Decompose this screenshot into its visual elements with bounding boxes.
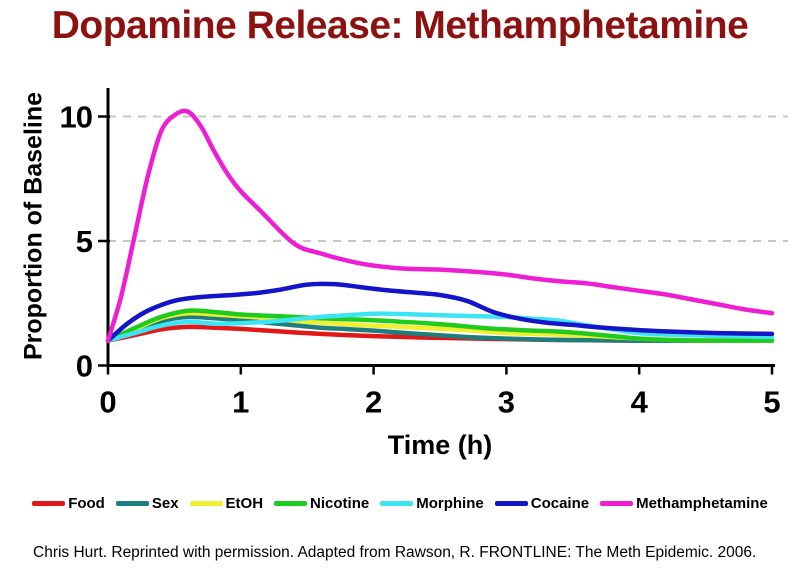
legend-swatch-etoh: [189, 500, 223, 506]
series-line-nicotine: [105, 308, 775, 343]
series-line-methamphetamine: [105, 108, 775, 343]
legend-swatch-morphine: [380, 500, 414, 506]
y-tick-label-0: 0: [76, 349, 92, 384]
x-tick-label-2: 2: [365, 385, 382, 420]
y-tick-label-5: 5: [76, 224, 93, 259]
legend: Food Sex EtOH Nicotine Morphine Cocaine Metham…: [0, 492, 800, 514]
x-tick-label-4: 4: [631, 385, 649, 420]
dopamine-release-chart: 0 5 10 0 1 2 3 4 5: [60, 88, 788, 420]
legend-swatch-sex: [115, 500, 149, 506]
legend-item-morphine: Morphine: [380, 495, 484, 512]
legend-swatch-food: [32, 500, 66, 506]
legend-label-cocaine: Cocaine: [530, 494, 590, 512]
legend-label-food: Food: [68, 494, 105, 512]
x-axis-label: Time (h): [387, 430, 493, 460]
legend-item-methamphetamine: Methamphetamine: [600, 495, 768, 512]
legend-item-nicotine: Nicotine: [274, 495, 369, 512]
page-title: Dopamine Release: Methamphetamine: [51, 4, 749, 47]
legend-label-nicotine: Nicotine: [310, 494, 370, 512]
legend-label-etoh: EtOH: [225, 494, 264, 512]
legend-swatch-cocaine: [494, 500, 528, 506]
x-tick-label-1: 1: [232, 385, 249, 420]
series-line-sex: [105, 314, 775, 343]
legend-item-food: Food: [32, 495, 105, 512]
y-tick-label-10: 10: [60, 100, 92, 135]
legend-label-methamphetamine: Methamphetamine: [636, 494, 768, 512]
legend-label-morphine: Morphine: [416, 494, 484, 512]
legend-label-sex: Sex: [151, 494, 179, 512]
legend-swatch-nicotine: [274, 500, 308, 506]
legend-item-cocaine: Cocaine: [494, 494, 590, 512]
series-line-cocaine: [105, 281, 775, 343]
legend-item-etoh: EtOH: [189, 494, 264, 512]
y-axis-label: Proportion of Baseline: [19, 91, 48, 361]
legend-item-sex: Sex: [115, 494, 179, 512]
legend-swatch-methamphetamine: [600, 500, 634, 506]
x-tick-label-5: 5: [763, 385, 780, 420]
series-line-morphine: [105, 311, 775, 343]
x-tick-label-0: 0: [99, 385, 116, 420]
attribution-text: Chris Hurt. Reprinted with permission. A…: [33, 544, 757, 561]
x-tick-label-3: 3: [498, 385, 515, 420]
